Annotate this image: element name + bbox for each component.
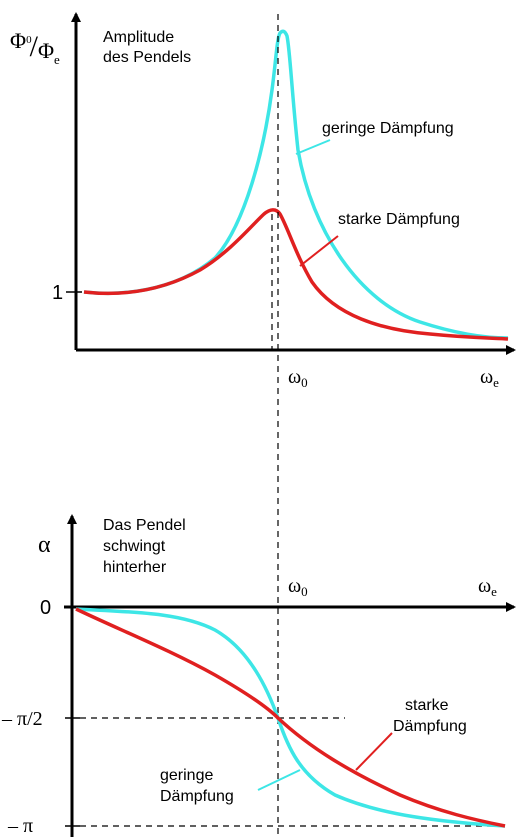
phase-omega0-label: ω0 (288, 575, 308, 599)
amplitude-y-label: Φ0/Φe (10, 28, 60, 67)
phase-strong-leader (355, 732, 393, 771)
phase-omega-e-label: ωe (478, 575, 497, 599)
amplitude-plot: 1 Φ0/Φe Amplitude des Pendels ω0 ωe geri… (10, 12, 516, 390)
phase-title-line2: schwingt (103, 538, 166, 555)
phase-strong-label-line2: Dämpfung (393, 718, 467, 735)
phase-strong-label-line1: starke (405, 697, 449, 714)
phase-weak-label-line2: Dämpfung (160, 788, 234, 805)
phase-title-line3: hinterher (103, 559, 167, 576)
amplitude-weak-leader (295, 139, 331, 155)
amplitude-omega0-label: ω0 (288, 366, 308, 390)
amplitude-strong-leader (299, 235, 339, 267)
phase-tick-half-pi-label: – π/2 (1, 708, 43, 730)
amplitude-title-line2: des Pendels (103, 49, 191, 66)
phase-strong-damping-curve (75, 607, 506, 828)
amplitude-weak-damping-curve (83, 29, 509, 340)
phase-y-label: α (38, 532, 51, 558)
phase-tick-0-label: 0 (40, 597, 51, 619)
phase-tick-pi-label: – π (7, 815, 33, 837)
phase-title-line1: Das Pendel (103, 517, 186, 534)
amplitude-omega-e-label: ωe (480, 366, 499, 390)
amplitude-strong-label: starke Dämpfung (338, 211, 460, 228)
phase-plot: α Das Pendel schwingt hinterher 0 – π/2 … (1, 514, 516, 837)
phase-weak-leader (257, 769, 301, 791)
amplitude-tick-1-label: 1 (52, 282, 63, 304)
phase-weak-label-line1: geringe (160, 767, 213, 784)
amplitude-title-line1: Amplitude (103, 29, 174, 46)
amplitude-weak-label: geringe Dämpfung (322, 120, 454, 137)
amplitude-strong-damping-curve (83, 208, 509, 341)
